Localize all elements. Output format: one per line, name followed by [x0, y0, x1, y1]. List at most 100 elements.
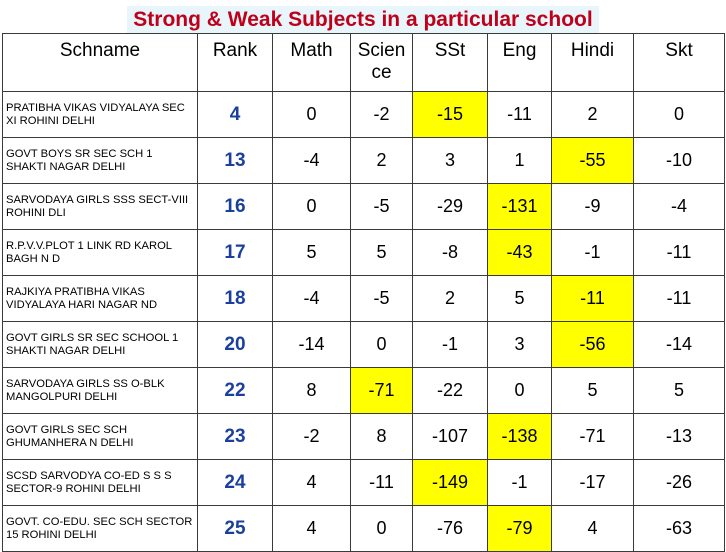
science-score-cell: 2 [350, 137, 413, 184]
math-score-cell: 0 [272, 183, 351, 230]
table-row: RAJKIYA PRATIBHA VIKAS VIDYALAYA HARI NA… [2, 275, 725, 322]
rank-cell: 22 [197, 367, 273, 414]
science-score-cell: -11 [350, 459, 413, 506]
hindi-score-cell: -56 [551, 321, 634, 368]
school-name-cell: GOVT GIRLS SEC SCH GHUMANHERA N DELHI [2, 413, 198, 460]
col-header-hindi: Hindi [551, 33, 634, 92]
rank-cell: 23 [197, 413, 273, 460]
eng-score-cell: 0 [487, 367, 552, 414]
hindi-score-cell: -55 [551, 137, 634, 184]
table-row: PRATIBHA VIKAS VIDYALAYA SEC XI ROHINI D… [2, 91, 725, 138]
skt-score-cell: -13 [633, 413, 725, 460]
sst-score-cell: 3 [412, 137, 488, 184]
science-score-cell: 5 [350, 229, 413, 276]
rank-cell: 4 [197, 91, 273, 138]
sst-score-cell: -1 [412, 321, 488, 368]
school-name-cell: R.P.V.V.PLOT 1 LINK RD KAROL BAGH N D [2, 229, 198, 276]
eng-score-cell: 5 [487, 275, 552, 322]
skt-score-cell: -14 [633, 321, 725, 368]
math-score-cell: 8 [272, 367, 351, 414]
school-name-cell: GOVT. CO-EDU. SEC SCH SECTOR 15 ROHINI D… [2, 505, 198, 552]
school-name-cell: RAJKIYA PRATIBHA VIKAS VIDYALAYA HARI NA… [2, 275, 198, 322]
eng-score-cell: 1 [487, 137, 552, 184]
table-row: SARVODAYA GIRLS SS O-BLK MANGOLPURI DELH… [2, 367, 725, 414]
skt-score-cell: -4 [633, 183, 725, 230]
col-header-rank: Rank [197, 33, 273, 92]
table-row: GOVT GIRLS SR SEC SCHOOL 1 SHAKTI NAGAR … [2, 321, 725, 368]
col-header-math: Math [272, 33, 351, 92]
science-score-cell: -5 [350, 275, 413, 322]
school-name-cell: SCSD SARVODYA CO-ED S S S SECTOR-9 ROHIN… [2, 459, 198, 506]
table-row: SARVODAYA GIRLS SSS SECT-VIII ROHINI DLI… [2, 183, 725, 230]
subjects-table: Schname Rank Math Scien ce SSt Eng Hindi… [2, 33, 725, 552]
sst-score-cell: 2 [412, 275, 488, 322]
skt-score-cell: -26 [633, 459, 725, 506]
rank-cell: 25 [197, 505, 273, 552]
sst-score-cell: -8 [412, 229, 488, 276]
skt-score-cell: -11 [633, 229, 725, 276]
col-header-eng: Eng [487, 33, 552, 92]
school-name-cell: GOVT BOYS SR SEC SCH 1 SHAKTI NAGAR DELH… [2, 137, 198, 184]
hindi-score-cell: -71 [551, 413, 634, 460]
school-name-cell: PRATIBHA VIKAS VIDYALAYA SEC XI ROHINI D… [2, 91, 198, 138]
hindi-score-cell: 4 [551, 505, 634, 552]
math-score-cell: 5 [272, 229, 351, 276]
table-row: GOVT BOYS SR SEC SCH 1 SHAKTI NAGAR DELH… [2, 137, 725, 184]
rank-cell: 24 [197, 459, 273, 506]
sst-score-cell: -149 [412, 459, 488, 506]
eng-score-cell: -79 [487, 505, 552, 552]
science-score-cell: 0 [350, 505, 413, 552]
sst-score-cell: -22 [412, 367, 488, 414]
math-score-cell: 0 [272, 91, 351, 138]
title-bar: Strong & Weak Subjects in a particular s… [0, 0, 726, 36]
table-row: GOVT. CO-EDU. SEC SCH SECTOR 15 ROHINI D… [2, 505, 725, 552]
eng-score-cell: -131 [487, 183, 552, 230]
sst-score-cell: -107 [412, 413, 488, 460]
eng-score-cell: -43 [487, 229, 552, 276]
skt-score-cell: -11 [633, 275, 725, 322]
page-title: Strong & Weak Subjects in a particular s… [127, 6, 599, 34]
math-score-cell: 4 [272, 505, 351, 552]
science-score-cell: 0 [350, 321, 413, 368]
hindi-score-cell: 5 [551, 367, 634, 414]
col-header-skt: Skt [633, 33, 725, 92]
header-row: Schname Rank Math Scien ce SSt Eng Hindi… [2, 33, 725, 92]
skt-score-cell: -10 [633, 137, 725, 184]
sst-score-cell: -15 [412, 91, 488, 138]
hindi-score-cell: -1 [551, 229, 634, 276]
rank-cell: 17 [197, 229, 273, 276]
school-name-cell: SARVODAYA GIRLS SS O-BLK MANGOLPURI DELH… [2, 367, 198, 414]
col-header-science: Scien ce [350, 33, 413, 92]
col-header-schname: Schname [2, 33, 198, 92]
science-score-cell: 8 [350, 413, 413, 460]
col-header-sst: SSt [412, 33, 488, 92]
school-name-cell: SARVODAYA GIRLS SSS SECT-VIII ROHINI DLI [2, 183, 198, 230]
science-score-cell: -2 [350, 91, 413, 138]
hindi-score-cell: -9 [551, 183, 634, 230]
science-score-cell: -5 [350, 183, 413, 230]
math-score-cell: 4 [272, 459, 351, 506]
eng-score-cell: -11 [487, 91, 552, 138]
eng-score-cell: 3 [487, 321, 552, 368]
math-score-cell: -14 [272, 321, 351, 368]
skt-score-cell: 5 [633, 367, 725, 414]
math-score-cell: -4 [272, 275, 351, 322]
rank-cell: 18 [197, 275, 273, 322]
sst-score-cell: -29 [412, 183, 488, 230]
rank-cell: 16 [197, 183, 273, 230]
table-row: R.P.V.V.PLOT 1 LINK RD KAROL BAGH N D 17 5… [2, 229, 725, 276]
math-score-cell: -4 [272, 137, 351, 184]
eng-score-cell: -1 [487, 459, 552, 506]
hindi-score-cell: 2 [551, 91, 634, 138]
table-row: SCSD SARVODYA CO-ED S S S SECTOR-9 ROHIN… [2, 459, 725, 506]
table-row: GOVT GIRLS SEC SCH GHUMANHERA N DELHI 23-… [2, 413, 725, 460]
science-score-cell: -71 [350, 367, 413, 414]
hindi-score-cell: -11 [551, 275, 634, 322]
sst-score-cell: -76 [412, 505, 488, 552]
rank-cell: 20 [197, 321, 273, 368]
skt-score-cell: -63 [633, 505, 725, 552]
math-score-cell: -2 [272, 413, 351, 460]
skt-score-cell: 0 [633, 91, 725, 138]
eng-score-cell: -138 [487, 413, 552, 460]
school-name-cell: GOVT GIRLS SR SEC SCHOOL 1 SHAKTI NAGAR … [2, 321, 198, 368]
